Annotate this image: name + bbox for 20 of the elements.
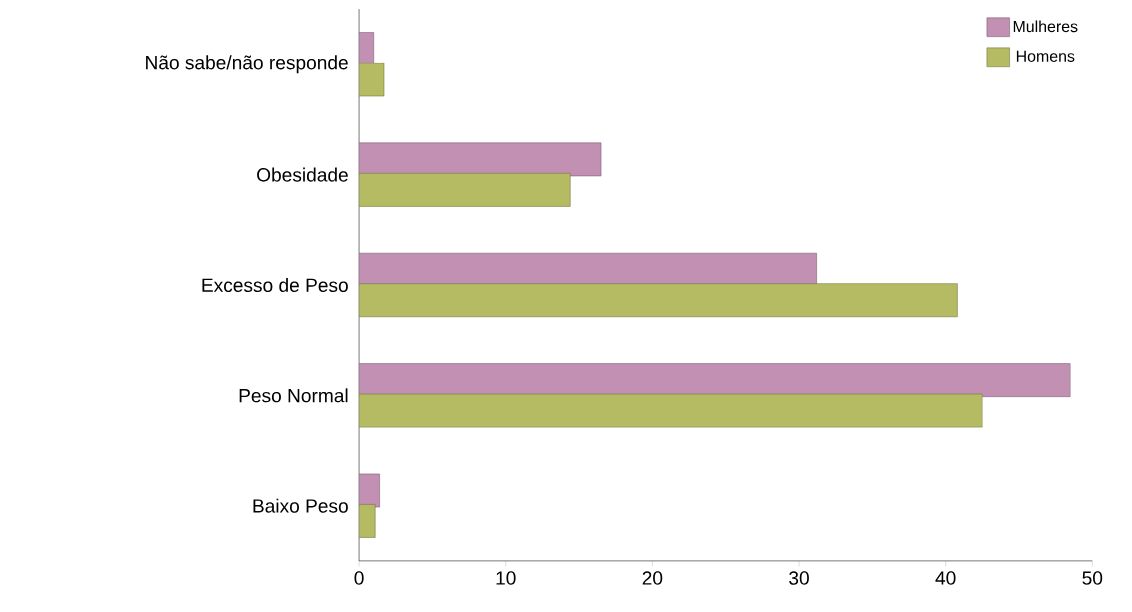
x-tick-label: 10 — [496, 571, 516, 585]
x-tick-label: 40 — [935, 571, 956, 585]
bar — [359, 504, 376, 538]
x-tick-label: 0 — [354, 571, 364, 585]
bar — [359, 283, 958, 318]
bar — [359, 142, 602, 177]
bar — [359, 393, 983, 428]
y-tick-label: Baixo Peso — [253, 498, 348, 513]
bar — [359, 62, 385, 97]
bar — [359, 473, 380, 508]
y-tick-label: Não sabe/não responde — [146, 55, 348, 74]
x-tick-label: 20 — [642, 571, 663, 585]
y-tick-label: Excesso de Peso — [202, 278, 348, 293]
x-tick-label: 50 — [1082, 571, 1103, 585]
bar — [359, 173, 571, 207]
x-tick-label: 30 — [789, 571, 809, 585]
y-tick-label: Peso Normal — [239, 388, 348, 403]
legend-label: Homens — [1016, 50, 1075, 62]
y-tick-label: Obesidade — [257, 167, 348, 182]
legend-label: Mulheres — [1013, 20, 1078, 33]
